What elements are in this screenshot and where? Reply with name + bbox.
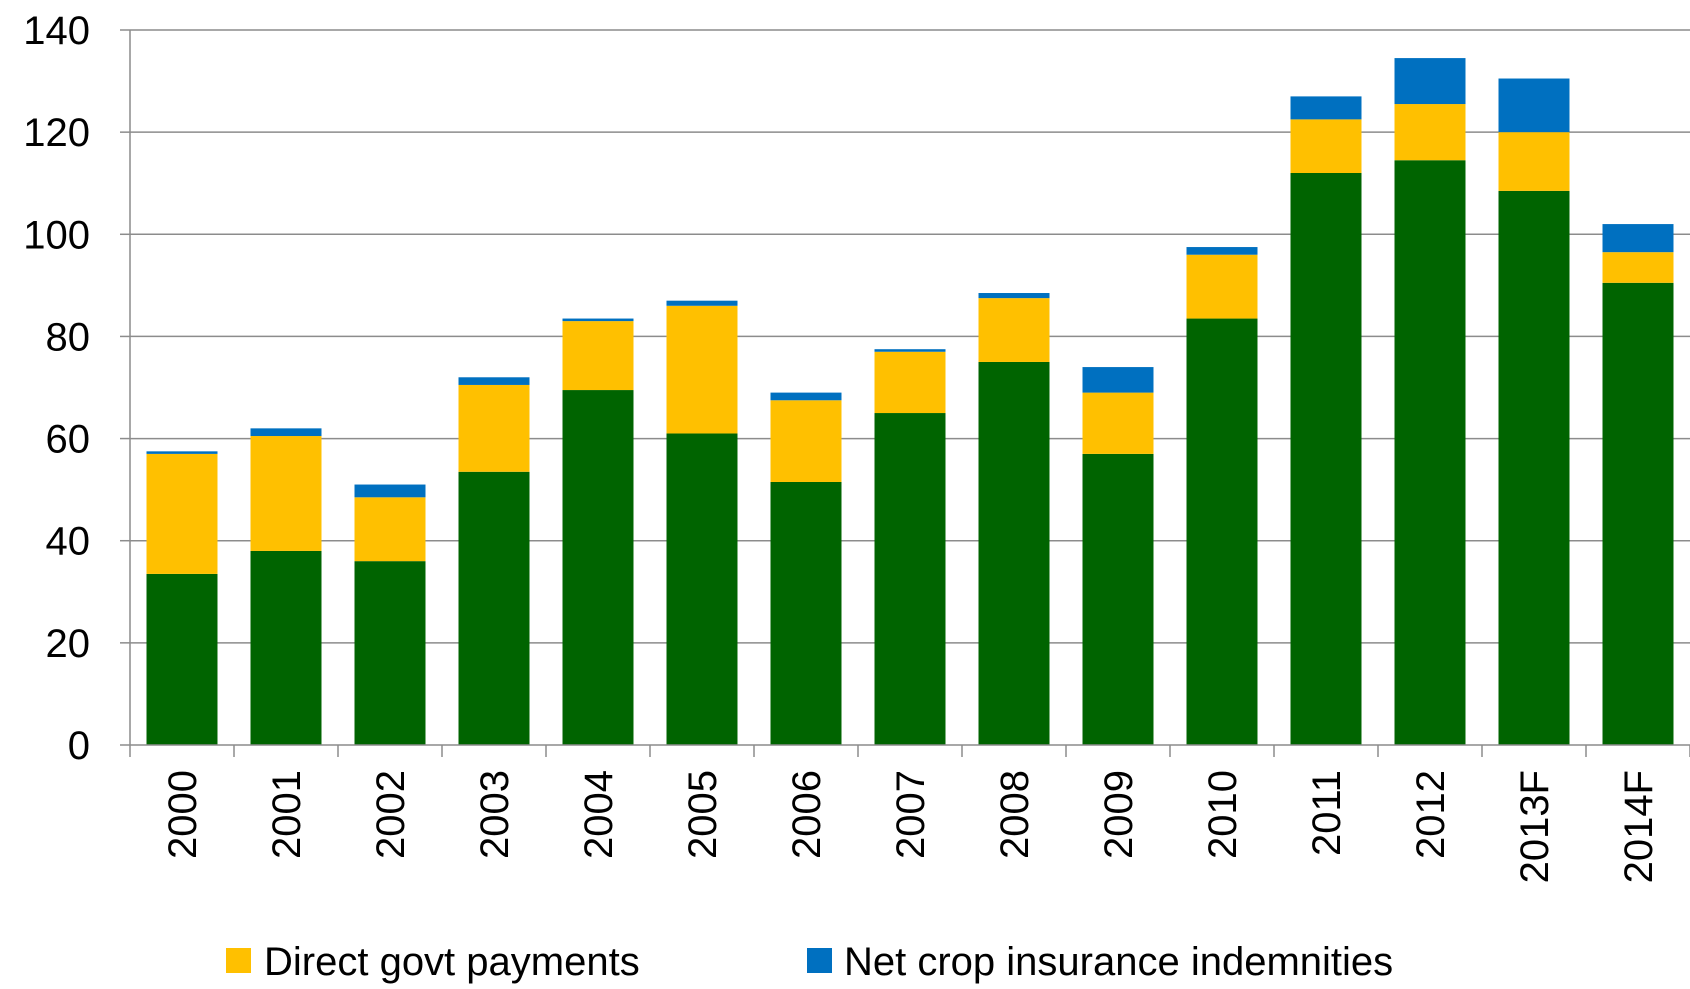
x-tick-label-2001: 2001 <box>265 770 309 859</box>
y-tick-label-40: 40 <box>46 520 91 564</box>
bar-2011-series-1 <box>1290 119 1362 173</box>
bar-2011-series-2 <box>1290 96 1362 120</box>
bar-2002-series-2 <box>354 484 426 498</box>
bar-2006-series-2 <box>770 392 842 401</box>
bar-2001-series-2 <box>250 428 322 437</box>
x-tick-label-2000: 2000 <box>161 770 205 859</box>
legend-swatch-1 <box>807 948 832 973</box>
bar-2000-series-1 <box>146 453 218 574</box>
bar-2013F-series-2 <box>1498 78 1570 133</box>
bar-2007-series-1 <box>874 351 946 414</box>
bar-2006-series-1 <box>770 400 842 482</box>
x-tick-label-2006: 2006 <box>785 770 829 859</box>
bar-2003-series-2 <box>458 377 530 385</box>
y-tick-label-140: 140 <box>23 9 90 53</box>
x-tick-label-2003: 2003 <box>473 770 517 859</box>
bar-2014F-series-2 <box>1602 224 1674 253</box>
bar-2008-series-0 <box>978 361 1050 745</box>
bar-2013F-series-0 <box>1498 190 1570 745</box>
bar-2007-series-2 <box>874 349 946 352</box>
x-tick-label-2014F: 2014F <box>1617 770 1661 883</box>
bar-2004-series-1 <box>562 321 634 391</box>
bar-2000-series-2 <box>146 451 218 454</box>
axes <box>120 29 1690 757</box>
bar-2004-series-2 <box>562 318 634 322</box>
bar-2008-series-2 <box>978 293 1050 299</box>
bar-2005-series-0 <box>666 433 738 745</box>
bar-2010-series-0 <box>1186 318 1258 745</box>
bar-2009-series-0 <box>1082 453 1154 745</box>
y-tick-label-60: 60 <box>46 418 91 462</box>
x-tick-label-2011: 2011 <box>1305 770 1349 856</box>
bar-2004-series-0 <box>562 390 634 745</box>
bar-2001-series-1 <box>250 436 322 551</box>
x-tick-label-2007: 2007 <box>889 770 933 859</box>
bar-2002-series-0 <box>354 561 426 745</box>
bar-2010-series-2 <box>1186 247 1258 255</box>
bar-2012-series-2 <box>1394 58 1466 105</box>
bar-2013F-series-1 <box>1498 132 1570 191</box>
x-tick-label-2008: 2008 <box>993 770 1037 859</box>
x-tick-label-2004: 2004 <box>577 770 621 859</box>
x-tick-label-2002: 2002 <box>369 770 413 859</box>
bar-2003-series-1 <box>458 384 530 472</box>
bar-2006-series-0 <box>770 481 842 745</box>
x-tick-label-2013F: 2013F <box>1513 770 1557 883</box>
y-tick-label-120: 120 <box>23 111 90 155</box>
x-tick-label-2009: 2009 <box>1097 770 1141 859</box>
bar-2014F-series-1 <box>1602 252 1674 283</box>
bars <box>146 58 1674 745</box>
y-tick-label-100: 100 <box>23 213 90 257</box>
legend-swatch-0 <box>226 948 251 973</box>
bar-2014F-series-0 <box>1602 282 1674 745</box>
tick-labels: 0 20 40 60 80 100 120 140 2000 2001 2002 2003 2004 20… <box>23 9 1661 883</box>
x-tick-label-2010: 2010 <box>1201 770 1245 859</box>
y-tick-label-20: 20 <box>46 622 91 666</box>
y-tick-label-80: 80 <box>46 315 91 359</box>
legend-label-0: Direct govt payments <box>264 940 640 984</box>
x-tick-label-2005: 2005 <box>681 770 725 859</box>
bar-2003-series-0 <box>458 471 530 745</box>
bar-2009-series-1 <box>1082 392 1154 454</box>
bar-2005-series-1 <box>666 305 738 434</box>
bar-2007-series-0 <box>874 413 946 745</box>
y-tick-label-0: 0 <box>68 724 90 768</box>
bar-2011-series-0 <box>1290 173 1362 745</box>
bar-2009-series-2 <box>1082 367 1154 393</box>
bar-2005-series-2 <box>666 300 738 306</box>
bar-2000-series-0 <box>146 573 218 745</box>
legend-label-1: Net crop insurance indemnities <box>844 940 1393 984</box>
bar-2001-series-0 <box>250 550 322 745</box>
bar-2002-series-1 <box>354 497 426 562</box>
x-tick-label-2012: 2012 <box>1409 770 1453 859</box>
legend: Direct govt payments Net crop insurance i… <box>226 940 1393 984</box>
bar-2012-series-0 <box>1394 160 1466 745</box>
bar-2008-series-1 <box>978 298 1050 362</box>
bar-2010-series-1 <box>1186 254 1258 319</box>
bar-2012-series-1 <box>1394 104 1466 161</box>
